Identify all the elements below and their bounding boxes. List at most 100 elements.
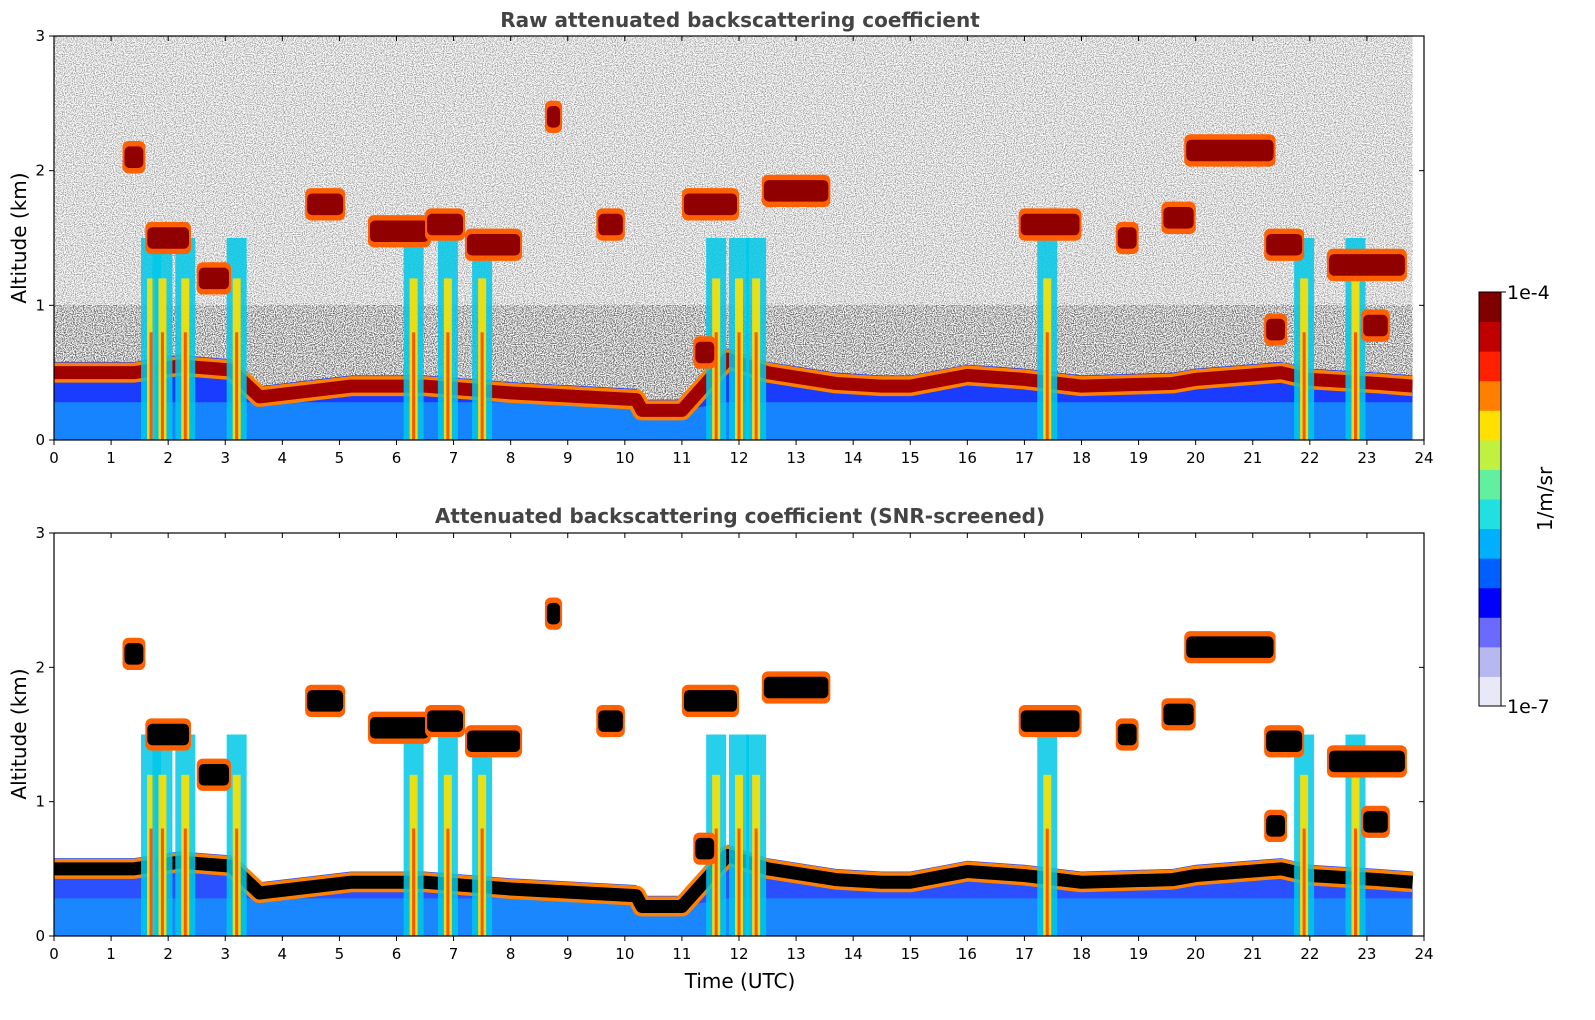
x-tick-label: 17 [1015,945,1034,963]
cloud-layer [1326,745,1407,778]
precipitation-streak [437,238,458,440]
colorbar-step [1479,587,1501,618]
x-tick-label: 18 [1072,449,1091,467]
colorbar-scale [1479,292,1501,707]
heatmap-area [54,36,1424,440]
cloud-layer [305,684,346,718]
screened-backscatter-panel: Attenuated backscattering coefficient (S… [7,504,1434,993]
colorbar-step [1479,499,1501,530]
colorbar-step [1479,410,1501,441]
x-tick-label: 20 [1186,945,1205,963]
precipitation-streak [1345,238,1366,440]
precipitation-streak [1294,734,1315,936]
cloud-layer [425,208,465,241]
colorbar-step [1479,528,1501,559]
x-tick-label: 2 [163,449,173,467]
x-tick-label: 5 [335,945,345,963]
x-tick-label: 22 [1300,945,1319,963]
cloud-layer [1161,201,1196,234]
x-tick-label: 22 [1300,449,1319,467]
colorbar-step [1479,558,1501,589]
x-tick-label: 4 [278,449,288,467]
cloud-layer [1161,698,1196,731]
precipitation-streak [1345,734,1366,936]
x-tick-label: 21 [1243,945,1262,963]
x-tick-label: 18 [1072,945,1091,963]
x-tick-label: 3 [220,945,230,963]
cloud-layer [693,336,717,369]
y-tick-label: 2 [35,162,45,180]
cloud-layer [761,671,831,704]
precipitation-streak [226,238,247,440]
y-tick-label: 3 [35,524,45,542]
colorbar-step [1479,321,1501,352]
cloud-layer [1184,631,1276,664]
precipitation-streak [729,734,749,936]
x-tick-label: 1 [106,449,116,467]
cloud-layer [305,188,346,221]
precipitation-streak [706,238,727,440]
cloud-layer [1264,313,1287,346]
precipitation-streak [472,734,493,936]
raw-backscatter-panel: Raw attenuated backscattering coefficien… [7,8,1434,467]
x-tick-label: 8 [506,449,516,467]
chart-title: Attenuated backscattering coefficient (S… [435,504,1045,528]
chart-title: Raw attenuated backscattering coefficien… [500,8,980,32]
precipitation-streak [1037,734,1058,936]
cloud-layer [544,100,563,133]
x-tick-label: 12 [729,945,748,963]
x-tick-label: 19 [1129,449,1148,467]
cloud-layer [196,758,231,791]
x-tick-label: 10 [615,449,634,467]
x-tick-label: 11 [672,945,691,963]
y-axis-label: Altitude (km) [7,172,31,303]
y-axis-ticks: 0 1 2 3 [35,524,1424,945]
x-tick-label: 16 [958,449,977,467]
cloud-layer [1018,704,1082,738]
precipitation-streak [403,238,424,440]
x-tick-label: 21 [1243,449,1262,467]
precipitation-streak [175,238,196,440]
cloud-layer [122,141,146,174]
cloud-layer [761,174,831,208]
x-tick-label: 2 [163,945,173,963]
cloud-layer [122,637,146,671]
cloud-layer [1326,248,1407,282]
x-tick-label: 7 [449,449,459,467]
x-tick-label: 7 [449,945,459,963]
precipitation-streak [706,734,727,936]
y-tick-label: 0 [35,431,45,449]
colorbar-max-label: 1e-4 [1507,282,1550,304]
x-tick-label: 14 [844,449,863,467]
precipitation-streak [152,734,173,936]
precipitation-streak [746,734,767,936]
x-tick-label: 9 [563,945,573,963]
precipitation-streak [226,734,247,936]
y-tick-label: 1 [35,793,45,811]
colorbar-step [1479,292,1501,323]
cloud-layer [1264,809,1287,842]
no-data-region [1412,36,1424,440]
cloud-layer [1115,718,1139,751]
colorbar-step [1479,439,1501,470]
x-tick-label: 10 [615,945,634,963]
cloud-layer [1184,134,1276,167]
x-tick-label: 20 [1186,449,1205,467]
x-tick-label: 19 [1129,945,1148,963]
y-tick-label: 0 [35,927,45,945]
cloud-layer [465,228,523,261]
x-tick-label: 0 [49,945,59,963]
y-axis-ticks: 0 1 2 3 [35,27,1424,449]
cloud-layer [1115,221,1139,255]
x-tick-label: 17 [1015,449,1034,467]
x-tick-label: 13 [787,945,806,963]
precipitation-streak [175,734,196,936]
precipitation-streak [403,734,424,936]
colorbar: 1e-4 1e-7 1/m/sr [1478,282,1557,718]
cloud-layer [196,262,231,295]
colorbar-step [1479,380,1501,411]
x-tick-label: 0 [49,449,59,467]
cloud-layer [145,221,191,255]
precipitation-streak [729,238,749,440]
